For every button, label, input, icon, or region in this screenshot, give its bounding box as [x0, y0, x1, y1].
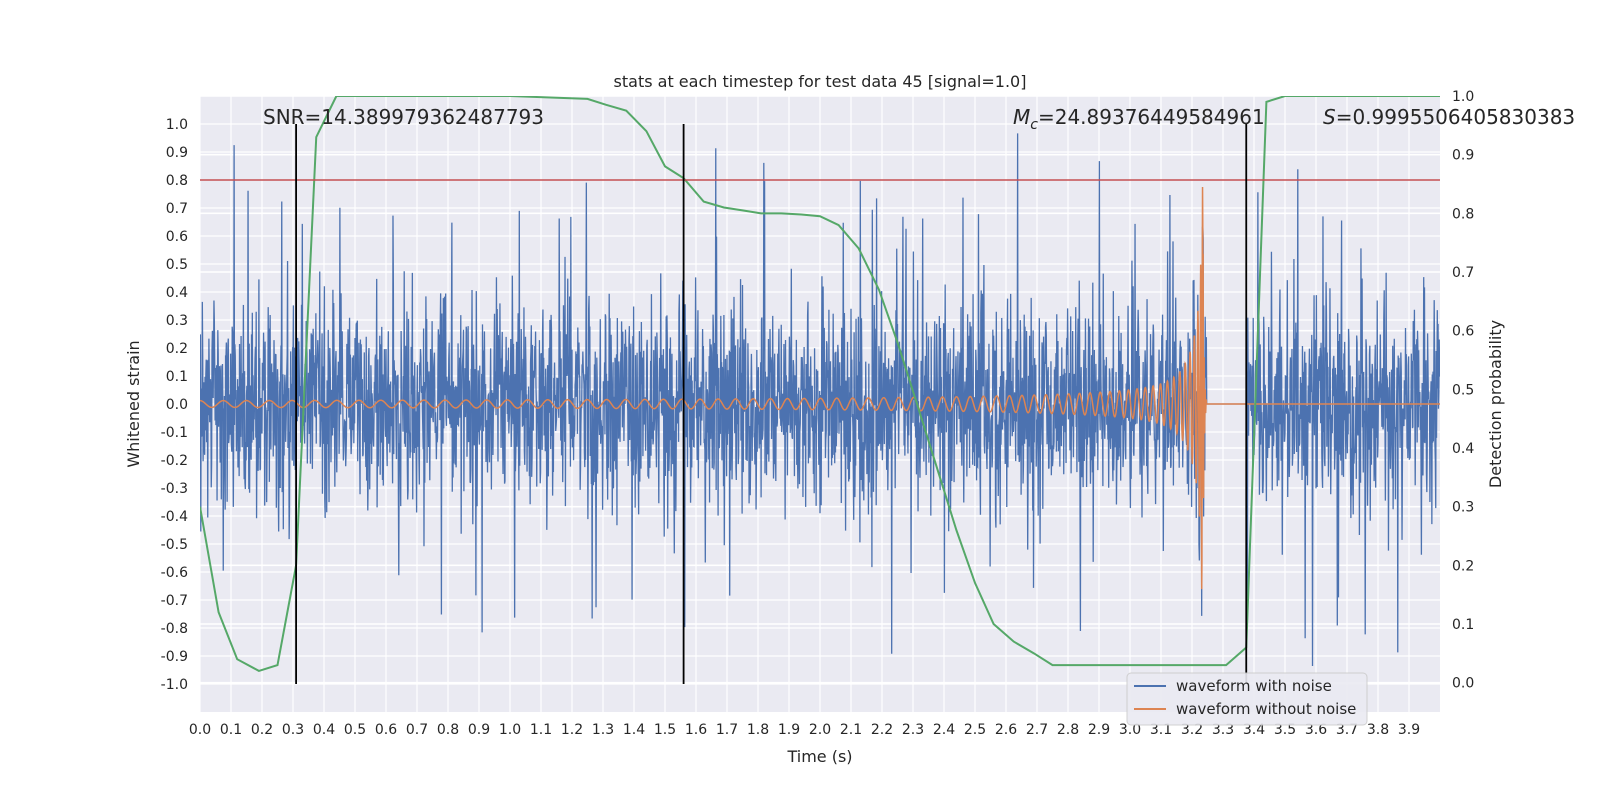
x-tick-labels: 0.0 0.1 0.2 0.3 0.4 0.5 0.6 0.7 0.8 0.9 1.0 1.1 1.2 1… [189, 722, 1420, 738]
x-tick-label: 3.0 [1119, 722, 1141, 738]
y-tick-label: 0.8 [166, 173, 188, 189]
x-tick-label: 2.4 [933, 722, 955, 738]
x-tick-label: 1.5 [654, 722, 676, 738]
y-tick-label: -0.9 [161, 649, 188, 665]
x-tick-label: 2.2 [871, 722, 893, 738]
legend-label-noise: waveform with noise [1176, 677, 1332, 695]
y-right-tick-label: 0.0 [1452, 676, 1474, 692]
legend-label-clean: waveform without noise [1176, 700, 1356, 718]
x-tick-label: 0.1 [220, 722, 242, 738]
x-tick-label: 2.6 [995, 722, 1017, 738]
chirp-mass-value: =24.89376449584961 [1038, 105, 1265, 129]
x-tick-label: 1.3 [592, 722, 614, 738]
y-right-tick-label: 0.5 [1452, 382, 1474, 398]
y-right-tick-label: 0.1 [1452, 617, 1474, 633]
x-tick-label: 3.5 [1274, 722, 1296, 738]
x-tick-label: 3.8 [1367, 722, 1389, 738]
chirp-mass-symbol: M [1013, 105, 1030, 129]
y-tick-label: 0.9 [166, 145, 188, 161]
x-tick-label: 3.3 [1212, 722, 1234, 738]
y-tick-label: -0.1 [161, 425, 188, 441]
y-right-tick-label: 0.2 [1452, 558, 1474, 574]
x-tick-label: 3.9 [1398, 722, 1420, 738]
y-tick-label: -0.3 [161, 481, 188, 497]
y-tick-label: -0.2 [161, 453, 188, 469]
y-tick-label: 0.4 [166, 285, 188, 301]
x-tick-label: 1.2 [561, 722, 583, 738]
y-right-tick-label: 1.0 [1452, 89, 1474, 105]
x-tick-label: 0.2 [251, 722, 273, 738]
legend: waveform with noise waveform without noi… [1126, 672, 1368, 726]
y-tick-label: -1.0 [161, 677, 188, 693]
x-tick-label: 2.8 [1057, 722, 1079, 738]
x-tick-label: 3.4 [1243, 722, 1265, 738]
x-tick-label: 1.7 [716, 722, 738, 738]
y-tick-label: 0.1 [166, 369, 188, 385]
y-tick-label: -0.5 [161, 537, 188, 553]
chirp-mass-annotation: Mc=24.89376449584961 [1013, 105, 1265, 133]
y-tick-label: 0.3 [166, 313, 188, 329]
x-tick-label: 1.8 [747, 722, 769, 738]
y-tick-label: -0.8 [161, 621, 188, 637]
chirp-mass-subscript: c [1030, 117, 1038, 133]
y-axis-label: Whitened strain [124, 340, 143, 467]
x-tick-label: 3.7 [1336, 722, 1358, 738]
y-tick-label: -0.6 [161, 565, 188, 581]
x-tick-label: 0.3 [282, 722, 304, 738]
y-right-axis-label: Detection probability [1486, 320, 1505, 488]
x-tick-label: 0.4 [313, 722, 335, 738]
y-right-tick-label: 0.8 [1452, 206, 1474, 222]
x-tick-label: 2.3 [902, 722, 924, 738]
x-axis-label: Time (s) [786, 747, 852, 766]
score-value: =0.9995506405830383 [1336, 105, 1575, 129]
y-right-tick-label: 0.3 [1452, 500, 1474, 516]
snr-annotation: SNR=14.389979362487793 [263, 105, 544, 129]
x-tick-label: 2.0 [809, 722, 831, 738]
y-tick-label: 0.7 [166, 201, 188, 217]
x-tick-label: 0.0 [189, 722, 211, 738]
score-symbol: S [1323, 105, 1336, 129]
x-tick-label: 1.4 [623, 722, 645, 738]
x-tick-label: 1.1 [530, 722, 552, 738]
y-tick-label: 0.5 [166, 257, 188, 273]
plot-traces [200, 96, 1440, 673]
y-tick-label: -0.4 [161, 509, 188, 525]
x-tick-label: 2.7 [1026, 722, 1048, 738]
x-tick-label: 0.8 [437, 722, 459, 738]
y-tick-labels: 1.0 0.9 0.8 0.7 0.6 0.5 0.4 0.3 0.2 0.1 0.0 -0.1 -0.… [161, 117, 188, 693]
y-right-tick-label: 0.4 [1452, 441, 1474, 457]
x-tick-label: 3.1 [1150, 722, 1172, 738]
x-tick-label: 3.6 [1305, 722, 1327, 738]
clean-waveform-line [200, 187, 1440, 590]
x-tick-label: 2.1 [840, 722, 862, 738]
x-tick-label: 3.2 [1181, 722, 1203, 738]
detection-probability-line [200, 96, 1440, 673]
legend-box [1126, 672, 1368, 726]
y-tick-label: 1.0 [166, 117, 188, 133]
y-tick-label: 0.2 [166, 341, 188, 357]
x-tick-label: 0.6 [375, 722, 397, 738]
y-right-tick-label: 0.6 [1452, 324, 1474, 340]
x-tick-label: 0.9 [468, 722, 490, 738]
y-tick-label: 0.6 [166, 229, 188, 245]
x-tick-label: 1.9 [778, 722, 800, 738]
score-annotation: S=0.9995506405830383 [1323, 105, 1575, 129]
y-right-tick-label: 0.9 [1452, 148, 1474, 164]
x-tick-label: 0.5 [344, 722, 366, 738]
x-tick-label: 0.7 [406, 722, 428, 738]
chart-title: stats at each timestep for test data 45 … [614, 72, 1027, 91]
x-tick-label: 2.9 [1088, 722, 1110, 738]
plot-markers [200, 124, 1440, 684]
y-tick-label: -0.7 [161, 593, 188, 609]
x-tick-label: 1.0 [499, 722, 521, 738]
y-tick-label: 0.0 [166, 397, 188, 413]
y-right-tick-label: 0.7 [1452, 265, 1474, 281]
x-tick-label: 1.6 [685, 722, 707, 738]
y-right-tick-labels: 1.0 0.9 0.8 0.7 0.6 0.5 0.4 0.3 0.2 0.1 0.0 [1452, 89, 1474, 692]
x-tick-label: 2.5 [964, 722, 986, 738]
